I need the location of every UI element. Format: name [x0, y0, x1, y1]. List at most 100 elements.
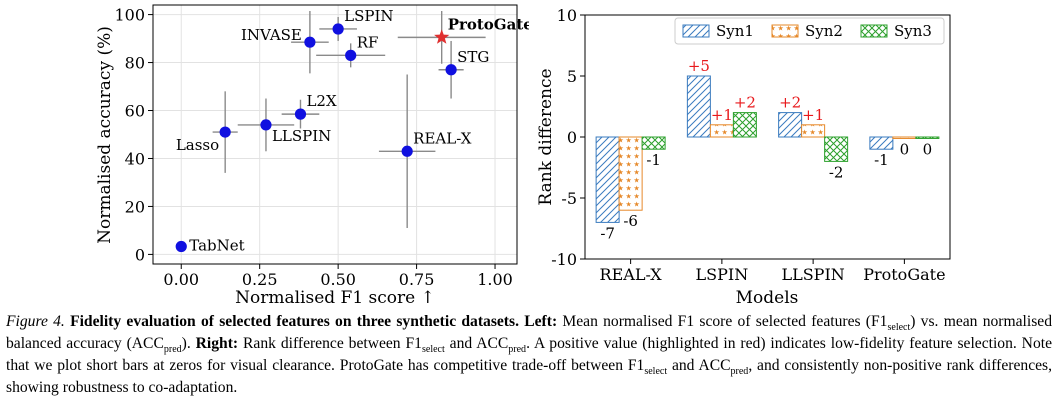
star-marker [434, 29, 450, 44]
point-label: TabNet [189, 236, 244, 254]
y-tick-label: 100 [114, 6, 145, 25]
bar-value-label: +1 [711, 106, 733, 124]
caption-title: Fidelity evaluation of selected features… [70, 313, 519, 330]
bar-syn3-real-x [641, 136, 666, 150]
point-label: STG [457, 48, 489, 66]
bar-value-label: -1 [874, 151, 889, 169]
bar-syn3-llspin [824, 136, 849, 162]
point-label: LLSPIN [272, 127, 331, 145]
x-tick-label: 0.75 [399, 270, 435, 289]
scatter-point-l2x: L2X [281, 92, 337, 129]
circle-marker [175, 240, 187, 253]
x-tick-label: 0.00 [163, 270, 199, 289]
point-label: RF [357, 33, 379, 51]
bar-value-label: -2 [829, 163, 844, 181]
bar-series [595, 75, 940, 223]
point-label: REAL-X [413, 129, 472, 147]
scatter-x-axis-label: Normalised F1 score ↑ [235, 288, 435, 308]
caption-figure-label: Figure 4. [6, 313, 65, 330]
x-tick-label: 1.00 [477, 270, 513, 289]
legend-entry: Syn1 [716, 22, 754, 40]
caption-left-text-3: ). [181, 335, 191, 352]
caption-right-text-2: and ACC [444, 335, 509, 352]
legend-swatch [860, 24, 888, 38]
caption-left-text-2: ) vs. mean normalised balanced accuracy … [6, 313, 1052, 352]
bar-syn1-lspin [686, 75, 711, 138]
bar-syn1-llspin [778, 112, 803, 138]
bar-value-label: +2 [734, 94, 756, 112]
bar-syn2-real-x [618, 136, 643, 211]
scatter-point-rf: RF [316, 33, 386, 68]
scatter-ticks: 0.00 0.25 0.50 0.75 1.00 0 20 40 60 80 100 [114, 6, 512, 289]
scatter-plot-frame [152, 4, 518, 265]
scatter-point-invase: INVASE [241, 10, 329, 74]
caption-sub-pred-3: pred [730, 366, 749, 378]
category-label: LLSPIN [781, 265, 844, 284]
caption-sub-select: select [887, 322, 911, 334]
caption-right-text-1: Rank difference between F1 [243, 335, 422, 352]
y-tick-label: 0 [135, 245, 145, 264]
bar-value-label: -1 [646, 151, 661, 169]
caption-sub-pred-2: pred [508, 344, 527, 356]
bar-syn1-real-x [595, 136, 620, 223]
bar-x-axis-label: Models [736, 288, 799, 308]
point-label: ProtoGate [448, 15, 529, 33]
caption-sub-select-2: select [421, 344, 445, 356]
scatter-y-axis-label: Normalised accuracy (%) [95, 26, 115, 244]
bar-legend: Syn1 Syn2 Syn3 [674, 17, 945, 45]
bar-value-label: 0 [923, 140, 933, 158]
circle-marker [345, 49, 357, 61]
caption-left-text-1: Mean normalised F1 score of selected fea… [562, 313, 888, 330]
caption-right-text-4: and ACC [667, 357, 731, 374]
caption-right-text-3: . A positive value (highlighted in red) … [6, 335, 1052, 374]
point-label: INVASE [241, 26, 302, 44]
caption-right-text-5: , and consistently non-positive rank dif… [6, 357, 1053, 396]
bar-syn2-llspin [801, 124, 826, 138]
bar-syn2-lspin [709, 124, 734, 138]
y-tick-label: 60 [125, 102, 145, 121]
circle-marker [294, 108, 307, 120]
legend-entry: Syn3 [894, 22, 932, 40]
y-tick-label: 40 [125, 149, 145, 168]
bar-syn3-lspin [732, 112, 757, 138]
y-tick-label: 20 [125, 197, 145, 216]
bar-value-label: 0 [900, 140, 910, 158]
caption-sub-select-3: select [644, 366, 668, 378]
bar-syn1-protogate [869, 136, 894, 150]
legend-entry: Syn2 [805, 22, 843, 40]
scatter-points: TabNet Lasso LLSPIN L2X INVASE LSPIN RF REAL-X S… [175, 7, 529, 254]
category-label: LSPIN [696, 265, 749, 284]
scatter-point-tabnet: TabNet [175, 236, 245, 254]
figure-caption: Figure 4. Fidelity evaluation of selecte… [6, 311, 1052, 399]
bar-y-axis-label: Rank difference [536, 68, 556, 205]
bar-value-label: +5 [688, 57, 710, 75]
category-label: ProtoGate [863, 265, 945, 284]
y-tick-label: -10 [551, 250, 577, 269]
bar-value-label: -7 [600, 224, 615, 242]
circle-marker [304, 36, 316, 48]
bar-value-labels: -7-6-1+5+1+2 +2+1-2-10 0 [600, 57, 932, 242]
bar-syn2-protogate [892, 136, 917, 139]
point-label: LSPIN [344, 7, 393, 25]
scatter-point-llspin: LLSPIN [237, 98, 331, 152]
legend-swatch [682, 24, 710, 38]
x-tick-label: 0.25 [242, 270, 278, 289]
caption-right-label: Right: [195, 335, 239, 352]
category-label: REAL-X [600, 265, 663, 284]
circle-marker [260, 119, 272, 131]
scatter-point-lasso: Lasso [176, 91, 238, 173]
bar-value-label: +2 [779, 94, 801, 112]
y-tick-label: 5 [567, 67, 577, 86]
scatter-chart: 0.00 0.25 0.50 0.75 1.00 0 20 40 60 80 100 TabNet L… [95, 4, 529, 308]
y-tick-label: -5 [561, 189, 577, 208]
circle-marker [332, 23, 344, 35]
scatter-grid [153, 5, 517, 264]
caption-sub-pred: pred [163, 344, 182, 356]
legend-swatch [771, 24, 799, 38]
scatter-point-real-x: REAL-X [378, 74, 472, 229]
circle-marker [445, 64, 457, 76]
scatter-point-protogate: ProtoGate [397, 10, 529, 64]
y-tick-label: 10 [557, 6, 577, 25]
